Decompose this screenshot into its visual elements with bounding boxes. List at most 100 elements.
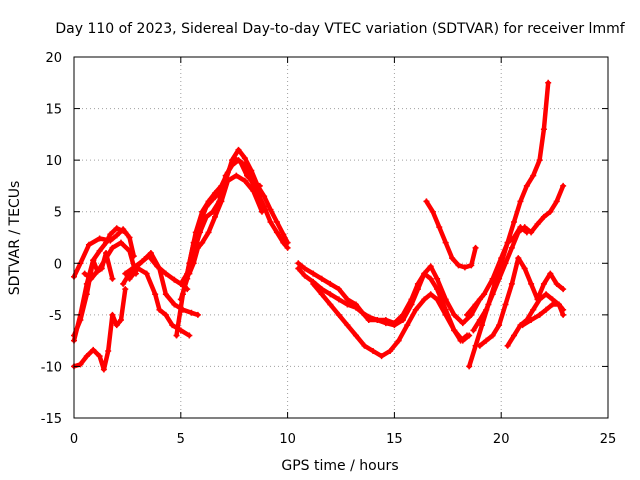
data-point — [126, 270, 133, 277]
y-tick-label: 10 — [45, 154, 62, 169]
data-point — [113, 322, 120, 329]
data-point — [382, 317, 389, 324]
data-point — [545, 79, 552, 86]
data-point — [549, 301, 556, 308]
data-point — [517, 198, 524, 205]
y-tick-label: 0 — [54, 257, 62, 272]
data-point — [235, 146, 242, 153]
data-point — [476, 342, 483, 349]
data-point — [496, 322, 503, 329]
data-point — [395, 337, 402, 344]
data-point — [273, 219, 280, 226]
series-layer — [71, 79, 567, 373]
data-point — [449, 255, 456, 262]
data-point — [96, 265, 103, 272]
data-point — [88, 275, 95, 282]
data-point — [511, 234, 518, 241]
data-point — [261, 193, 268, 200]
data-point — [222, 172, 229, 179]
data-point — [156, 306, 163, 313]
y-tick-label: 5 — [54, 206, 62, 221]
data-point — [120, 280, 127, 287]
data-point — [327, 301, 334, 308]
data-point — [464, 311, 471, 318]
data-point — [540, 213, 547, 220]
data-point — [171, 301, 178, 308]
data-point — [205, 229, 212, 236]
x-tick-label: 10 — [279, 432, 296, 447]
data-point — [352, 304, 359, 311]
data-point — [113, 232, 120, 239]
data-point — [109, 311, 116, 318]
data-point — [404, 322, 411, 329]
data-point — [496, 275, 503, 282]
data-point — [162, 270, 169, 277]
data-point — [370, 347, 377, 354]
data-point — [553, 198, 560, 205]
data-point — [258, 208, 265, 215]
y-tick-label: -10 — [41, 360, 62, 375]
series-line — [310, 281, 470, 359]
data-point — [90, 257, 97, 264]
series-line — [505, 291, 566, 349]
data-point — [555, 301, 562, 308]
data-point — [478, 322, 485, 329]
data-point — [109, 244, 116, 251]
data-point — [96, 353, 103, 360]
series-line — [296, 261, 483, 328]
data-point — [188, 309, 195, 316]
data-point — [543, 291, 550, 298]
data-point — [481, 291, 488, 298]
data-point — [295, 265, 302, 272]
data-point — [318, 291, 325, 298]
plot-frame — [73, 56, 609, 419]
data-point — [184, 275, 191, 282]
data-point — [399, 317, 406, 324]
data-point — [327, 280, 334, 287]
data-point — [429, 208, 436, 215]
data-point — [83, 353, 90, 360]
data-point — [241, 162, 248, 169]
data-point — [96, 247, 103, 254]
data-point — [224, 177, 231, 184]
data-point — [483, 337, 490, 344]
data-point — [186, 332, 193, 339]
data-point — [508, 244, 515, 251]
data-point — [81, 270, 88, 277]
data-point — [434, 286, 441, 293]
series-line — [466, 80, 551, 369]
data-point — [280, 231, 287, 238]
data-point — [511, 219, 518, 226]
data-point — [190, 260, 197, 267]
y-tick-label: 15 — [45, 103, 62, 118]
data-point — [459, 320, 466, 327]
data-point — [361, 342, 368, 349]
series-line — [178, 147, 290, 287]
data-point — [85, 241, 92, 248]
data-point — [549, 296, 556, 303]
data-point — [103, 255, 110, 262]
data-point — [335, 296, 342, 303]
data-point — [489, 291, 496, 298]
data-point — [143, 270, 150, 277]
data-point — [530, 306, 537, 313]
data-point — [517, 224, 524, 231]
data-point — [273, 229, 280, 236]
data-point — [464, 332, 471, 339]
series-line — [178, 157, 290, 302]
data-point — [186, 270, 193, 277]
data-point — [502, 260, 509, 267]
data-point — [96, 235, 103, 242]
data-point — [171, 276, 178, 283]
data-point — [515, 255, 522, 262]
data-point — [498, 255, 505, 262]
data-point — [461, 264, 468, 271]
data-point — [241, 177, 248, 184]
data-point — [523, 229, 530, 236]
data-point — [107, 231, 114, 238]
data-point — [301, 265, 308, 272]
data-point — [203, 213, 210, 220]
data-point — [374, 317, 381, 324]
data-point — [152, 291, 159, 298]
